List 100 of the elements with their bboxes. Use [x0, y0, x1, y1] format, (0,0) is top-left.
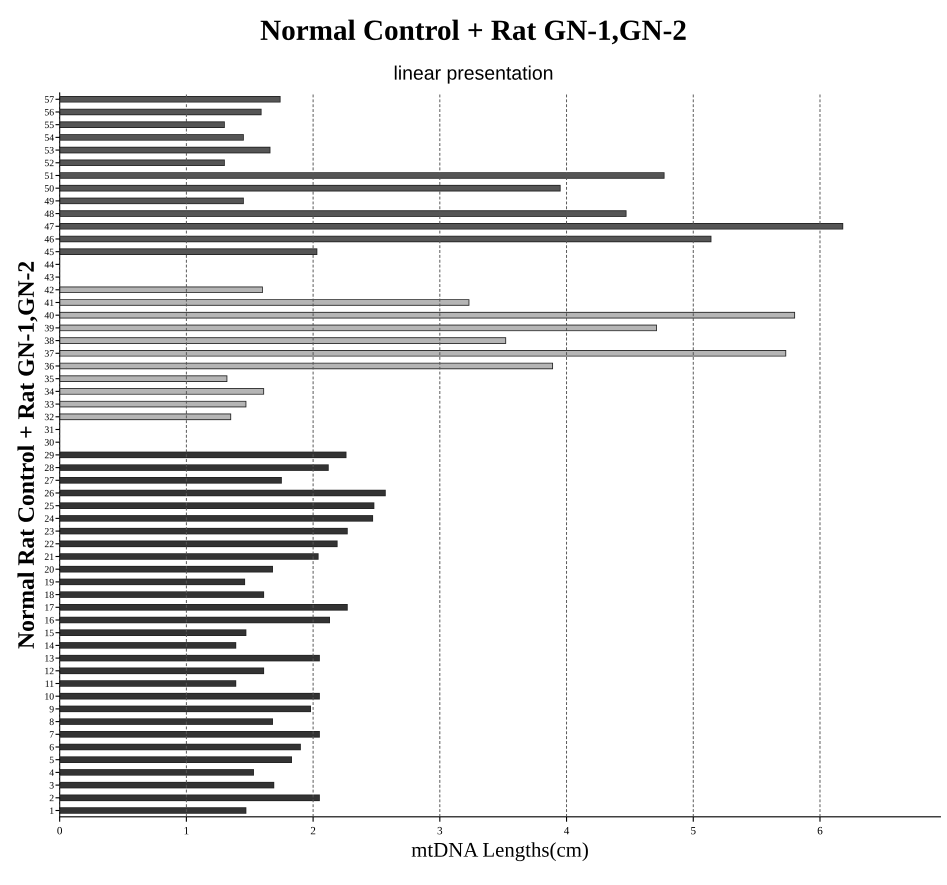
bar — [60, 464, 329, 471]
bar — [60, 337, 506, 344]
bar — [60, 400, 246, 408]
y-tick-label: 32 — [44, 414, 54, 420]
bar — [60, 388, 264, 395]
y-tick-label: 54 — [44, 134, 54, 141]
y-tick-label: 53 — [44, 147, 54, 154]
y-tick-label: 9 — [50, 706, 54, 712]
y-tick-label: 28 — [44, 464, 54, 472]
bar — [60, 452, 346, 458]
y-tick-label: 25 — [44, 502, 54, 510]
bar — [60, 528, 348, 534]
y-tick-label: 27 — [44, 477, 54, 484]
bar — [60, 731, 320, 738]
y-tick-label: 35 — [44, 376, 54, 382]
y-tick-label: 10 — [45, 693, 54, 700]
y-tick-label: 56 — [44, 108, 54, 116]
x-tick-label: 4 — [564, 826, 570, 834]
bar — [60, 566, 273, 572]
chart-subtitle: linear presentation — [394, 66, 552, 84]
bar — [60, 553, 319, 560]
y-tick-label: 44 — [44, 261, 54, 268]
y-tick-label: 38 — [44, 337, 54, 344]
bar — [60, 490, 386, 496]
y-tick-label: 42 — [44, 286, 54, 294]
y-tick-label: 21 — [44, 553, 54, 560]
y-tick-label: 24 — [44, 515, 54, 522]
bar — [60, 591, 264, 598]
bar — [60, 718, 273, 725]
y-tick-label: 41 — [44, 299, 54, 306]
x-tick-label: 2 — [310, 826, 316, 834]
y-tick-label: 55 — [44, 122, 54, 128]
bar — [60, 350, 786, 357]
bar — [60, 680, 236, 687]
bar — [60, 744, 301, 750]
y-tick-label: 14 — [45, 642, 54, 649]
bar — [60, 375, 228, 382]
y-tick-label: 36 — [44, 362, 54, 370]
y-tick-label: 34 — [44, 388, 54, 395]
bar — [60, 668, 264, 674]
bar — [60, 642, 236, 649]
bar — [60, 769, 254, 776]
bar — [60, 286, 263, 294]
bar — [60, 540, 338, 548]
bar — [60, 299, 470, 306]
y-tick-label: 45 — [44, 248, 54, 256]
y-tick-label: 19 — [45, 578, 54, 586]
y-tick-label: 43 — [44, 274, 54, 281]
bar — [60, 794, 320, 802]
bar — [60, 654, 320, 662]
y-axis-title: Normal Rat Control + Rat GN-1,GN-2 — [17, 262, 38, 649]
y-tick-label: 20 — [44, 566, 54, 573]
y-tick-label: 16 — [45, 616, 54, 624]
y-tick-label: 2 — [50, 794, 54, 802]
bar — [60, 515, 374, 522]
bar — [60, 706, 311, 712]
y-tick-label: 26 — [44, 490, 54, 496]
y-tick-label: 15 — [45, 630, 54, 636]
y-tick-label: 33 — [44, 401, 54, 408]
y-tick-label: 6 — [50, 744, 54, 750]
y-tick-label: 18 — [45, 592, 54, 598]
x-tick-label: 5 — [691, 827, 696, 834]
y-tick-label: 3 — [50, 782, 54, 789]
y-tick-label: 39 — [44, 324, 54, 332]
y-tick-label: 23 — [44, 528, 54, 535]
y-tick-label: 22 — [44, 540, 54, 548]
y-tick-label: 12 — [45, 668, 54, 674]
y-tick-label: 51 — [44, 172, 54, 179]
y-tick-label: 37 — [44, 350, 54, 357]
bar — [60, 692, 320, 700]
x-tick-label: 0 — [57, 826, 62, 834]
y-tick-label: 50 — [44, 185, 54, 192]
chart-title: Normal Control + Rat GN-1,GN-2 — [260, 20, 686, 44]
y-tick-label: 47 — [44, 223, 54, 230]
bar — [60, 502, 374, 509]
x-tick-label: 1 — [184, 826, 188, 834]
bar — [60, 477, 282, 484]
bar — [60, 756, 292, 763]
y-tick-label: 7 — [50, 731, 54, 738]
y-tick-label: 40 — [44, 312, 54, 319]
y-tick-label: 30 — [44, 439, 54, 446]
y-tick-label: 29 — [44, 452, 54, 458]
y-tick-label: 11 — [46, 680, 54, 687]
y-tick-label: 49 — [44, 198, 54, 204]
bar — [60, 616, 330, 624]
y-tick-label: 5 — [50, 756, 54, 764]
x-axis-title: mtDNA Lengths(cm) — [412, 842, 588, 862]
y-tick-label: 46 — [44, 236, 54, 242]
y-tick-label: 31 — [44, 426, 54, 433]
bar — [60, 312, 796, 318]
bar — [60, 324, 657, 332]
y-tick-label: 48 — [44, 210, 54, 218]
x-tick-label: 3 — [438, 826, 442, 834]
y-tick-label: 1 — [50, 807, 54, 814]
y-tick-label: 4 — [49, 769, 54, 776]
bar — [60, 578, 246, 586]
bar — [60, 414, 232, 420]
bar — [60, 604, 348, 611]
x-tick-label: 6 — [818, 826, 822, 834]
y-tick-label: 52 — [44, 160, 54, 166]
